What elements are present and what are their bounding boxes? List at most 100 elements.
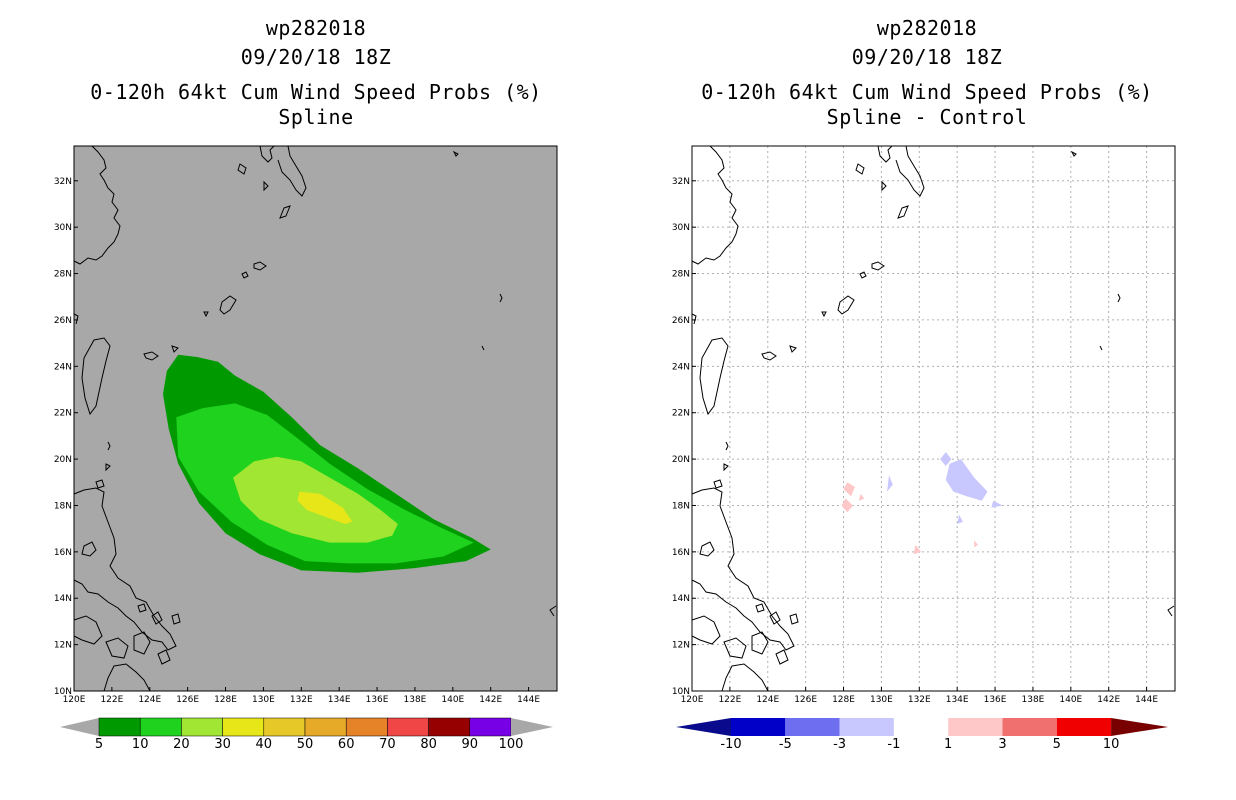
- lon-label: 126E: [176, 695, 199, 705]
- cbar-label: 5: [1053, 737, 1061, 752]
- lat-label: 14N: [54, 594, 72, 604]
- right-storm-id: wp282018: [876, 16, 978, 40]
- cbar-swatch: [1002, 718, 1057, 736]
- lon-label: 142E: [479, 695, 502, 705]
- lon-label: 124E: [756, 695, 779, 705]
- lat-label: 24N: [672, 362, 690, 372]
- cbar-label: 80: [420, 737, 437, 752]
- cbar-label: 10: [132, 737, 149, 752]
- lon-label: 132E: [290, 695, 313, 705]
- cbar-label: 1: [944, 737, 952, 752]
- cbar-high-arrow: [1111, 718, 1169, 736]
- lat-label: 28N: [672, 270, 690, 280]
- lat-label: 32N: [54, 177, 72, 187]
- lon-label: 136E: [366, 695, 389, 705]
- diff-contour-1: [940, 452, 952, 466]
- lon-label: 142E: [1097, 695, 1120, 705]
- lat-label: 10N: [54, 687, 72, 697]
- lon-label: 128E: [214, 695, 237, 705]
- diff-contour-6: [841, 498, 853, 513]
- cbar-swatch: [428, 717, 471, 737]
- lon-label: 134E: [946, 695, 969, 705]
- diff-contour-2: [887, 475, 893, 492]
- cbar-label: 50: [297, 737, 314, 752]
- lon-label: 122E: [100, 695, 123, 705]
- lat-label: 32N: [672, 177, 690, 187]
- diff-contour-9: [974, 540, 978, 548]
- cbar-swatch: [263, 717, 306, 737]
- cbar-swatch: [948, 718, 1003, 736]
- lat-label: 22N: [672, 409, 690, 419]
- left-title-block: wp282018 09/20/18 18Z 0-120h 64kt Cum Wi…: [36, 14, 596, 132]
- lon-label: 120E: [63, 695, 86, 705]
- cbar-swatch: [222, 717, 265, 737]
- lon-label: 124E: [138, 695, 161, 705]
- lat-label: 28N: [54, 270, 72, 280]
- diff-contour-7: [858, 493, 865, 501]
- cbar-swatch: [469, 717, 512, 737]
- lon-label: 126E: [794, 695, 817, 705]
- cbar-low-arrow: [60, 718, 99, 736]
- left-colorbar: 5 10 20 30 40 50 60 70 80 90 100: [60, 717, 553, 752]
- left-axes: 120E 122E 124E 126E 128E 130E 132E 134E 136E 138E…: [54, 177, 541, 705]
- lat-label: 10N: [672, 687, 690, 697]
- lat-label: 20N: [54, 455, 72, 465]
- right-map-panel: 120E 122E 124E 126E 128E 130E 132E 134E 136E 138E…: [672, 145, 1176, 705]
- lon-label: 138E: [1022, 695, 1045, 705]
- cbar-label: -1: [887, 737, 900, 752]
- lon-label: 120E: [681, 695, 704, 705]
- cbar-swatch: [839, 718, 894, 736]
- diff-contour-5: [843, 482, 855, 497]
- right-map-background: [692, 146, 1175, 691]
- diff-contour-8: [913, 544, 922, 555]
- diff-contour-3: [991, 500, 1003, 508]
- left-map-background: [74, 146, 557, 691]
- lon-label: 144E: [1135, 695, 1158, 705]
- cbar-swatch: [387, 717, 429, 737]
- probability-contours: [163, 354, 491, 573]
- lat-label: 26N: [54, 316, 72, 326]
- lon-label: 136E: [984, 695, 1007, 705]
- cbar-swatch: [345, 717, 388, 737]
- left-product-title: 0-120h 64kt Cum Wind Speed Probs (%): [90, 80, 542, 104]
- lon-label: 130E: [252, 695, 275, 705]
- right-title-block: wp282018 09/20/18 18Z 0-120h 64kt Cum Wi…: [647, 14, 1207, 132]
- lon-label: 134E: [328, 695, 351, 705]
- left-datetime: 09/20/18 18Z: [240, 45, 392, 69]
- cbar-label: 5: [95, 737, 103, 752]
- right-colorbar: -10 -5 -3 -1 1 3 5 10: [676, 718, 1169, 752]
- lat-label: 14N: [672, 594, 690, 604]
- right-datetime: 09/20/18 18Z: [851, 45, 1003, 69]
- right-map-frame: [691, 145, 1176, 692]
- difference-contours: [841, 452, 1003, 555]
- cbar-swatch: [304, 717, 347, 737]
- cbar-swatch: [785, 718, 840, 736]
- lon-label: 144E: [517, 695, 540, 705]
- cbar-swatch: [98, 717, 141, 737]
- lat-label: 24N: [54, 362, 72, 372]
- lat-label: 12N: [672, 641, 690, 651]
- cbar-swatch: [731, 718, 786, 736]
- lat-label: 18N: [54, 501, 72, 511]
- left-storm-id: wp282018: [265, 16, 367, 40]
- lon-label: 128E: [832, 695, 855, 705]
- lat-label: 12N: [54, 641, 72, 651]
- lon-label: 140E: [441, 695, 464, 705]
- cbar-swatch: [893, 718, 949, 736]
- cbar-swatch: [1056, 718, 1112, 736]
- cbar-label: 100: [499, 737, 524, 752]
- cbar-low-arrow: [676, 718, 731, 736]
- lat-label: 20N: [672, 455, 690, 465]
- cbar-high-arrow: [511, 718, 553, 736]
- cbar-label: 70: [379, 737, 396, 752]
- cbar-swatch: [181, 717, 223, 737]
- cbar-label: 20: [173, 737, 190, 752]
- cbar-label: -10: [720, 737, 741, 752]
- cbar-label: 60: [338, 737, 355, 752]
- right-axes: 120E 122E 124E 126E 128E 130E 132E 134E 136E 138E…: [672, 177, 1159, 705]
- left-map-frame: [73, 145, 558, 692]
- lon-label: 130E: [870, 695, 893, 705]
- lat-label: 16N: [54, 548, 72, 558]
- lat-label: 16N: [672, 548, 690, 558]
- lon-label: 122E: [718, 695, 741, 705]
